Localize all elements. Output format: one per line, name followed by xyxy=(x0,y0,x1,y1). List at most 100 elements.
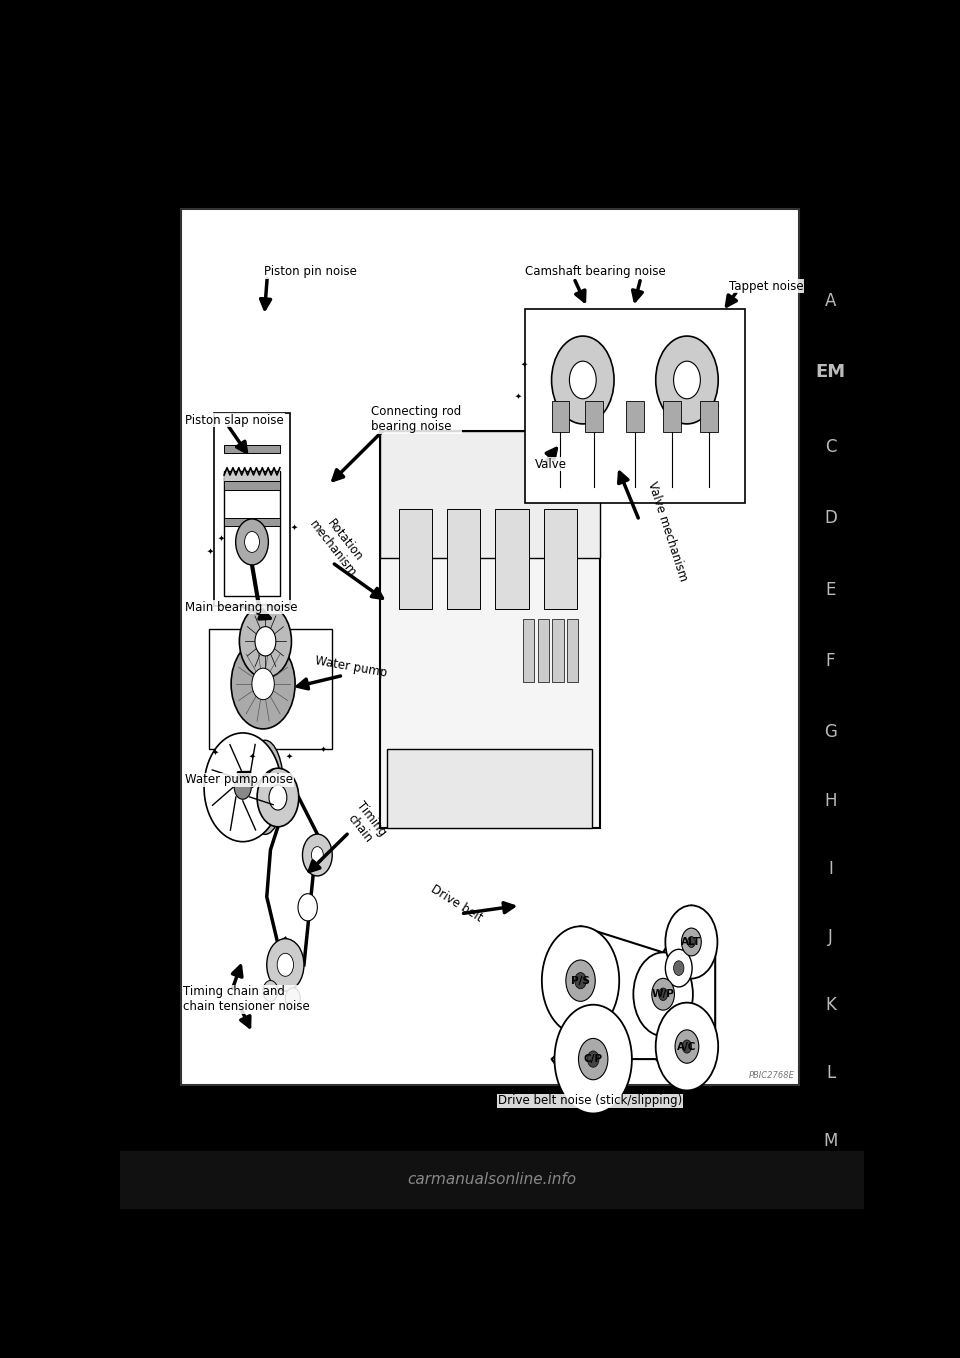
Circle shape xyxy=(575,972,587,989)
Text: ✦: ✦ xyxy=(249,752,255,760)
Bar xyxy=(663,401,681,432)
Bar xyxy=(224,444,280,454)
Bar xyxy=(567,619,579,682)
Circle shape xyxy=(652,978,675,1010)
Text: Tappet noise: Tappet noise xyxy=(729,280,804,293)
Text: carmanualsonline.info: carmanualsonline.info xyxy=(407,1172,577,1187)
Text: ✦: ✦ xyxy=(320,744,326,754)
Bar xyxy=(398,509,432,608)
Text: PBIC2768E: PBIC2768E xyxy=(749,1071,795,1080)
Bar xyxy=(552,619,564,682)
Text: Water pump: Water pump xyxy=(314,655,388,680)
Bar xyxy=(495,509,529,608)
Text: W/P: W/P xyxy=(652,989,675,999)
Text: E: E xyxy=(826,581,836,599)
Text: ✦: ✦ xyxy=(218,534,225,543)
Bar xyxy=(388,748,592,828)
Circle shape xyxy=(267,938,304,991)
Text: C/P: C/P xyxy=(584,1054,603,1065)
Text: Piston slap noise: Piston slap noise xyxy=(185,414,284,426)
Circle shape xyxy=(634,952,693,1036)
Circle shape xyxy=(234,775,252,800)
Text: ✦: ✦ xyxy=(285,752,293,760)
Bar xyxy=(447,509,480,608)
Circle shape xyxy=(552,335,614,424)
Circle shape xyxy=(257,769,299,827)
Text: Valve: Valve xyxy=(535,458,567,471)
Text: Timing
chain: Timing chain xyxy=(342,800,389,849)
Text: M: M xyxy=(824,1131,838,1150)
Circle shape xyxy=(311,846,324,864)
Bar xyxy=(380,430,599,828)
Bar xyxy=(224,517,280,527)
Text: P/S: P/S xyxy=(571,975,590,986)
Circle shape xyxy=(656,1002,718,1090)
Text: Valve mechanism: Valve mechanism xyxy=(645,479,690,583)
Text: Camshaft bearing noise: Camshaft bearing noise xyxy=(525,265,665,278)
Text: Main bearing noise: Main bearing noise xyxy=(185,600,298,614)
Circle shape xyxy=(235,519,269,565)
Text: ✦: ✦ xyxy=(212,747,219,756)
Text: Connecting rod
bearing noise: Connecting rod bearing noise xyxy=(372,405,462,433)
Circle shape xyxy=(302,834,332,876)
Text: D: D xyxy=(824,509,837,527)
Bar xyxy=(380,430,599,558)
Text: ✦: ✦ xyxy=(206,547,214,555)
Text: H: H xyxy=(825,792,837,809)
Text: ✦: ✦ xyxy=(515,391,522,401)
Text: C: C xyxy=(825,439,836,456)
Circle shape xyxy=(656,335,718,424)
Text: Timing chain and
chain tensioner noise: Timing chain and chain tensioner noise xyxy=(183,986,310,1013)
Circle shape xyxy=(298,894,318,921)
Circle shape xyxy=(565,960,595,1001)
Circle shape xyxy=(683,1040,691,1054)
Bar xyxy=(181,209,799,1085)
Text: Water pump noise: Water pump noise xyxy=(185,774,294,786)
Text: ✦: ✦ xyxy=(290,523,298,532)
Text: ✦: ✦ xyxy=(521,360,528,369)
Text: A/C: A/C xyxy=(677,1042,697,1051)
Ellipse shape xyxy=(247,740,284,834)
Text: F: F xyxy=(826,652,835,669)
Bar xyxy=(522,619,534,682)
Circle shape xyxy=(263,980,277,1001)
Bar xyxy=(214,413,290,606)
Bar xyxy=(552,401,569,432)
Bar xyxy=(224,481,280,490)
Bar xyxy=(626,401,644,432)
Bar xyxy=(538,619,549,682)
FancyBboxPatch shape xyxy=(525,310,745,502)
Text: I: I xyxy=(828,860,833,877)
Text: Drive belt: Drive belt xyxy=(428,883,485,925)
Text: K: K xyxy=(825,995,836,1013)
Text: G: G xyxy=(824,722,837,741)
Bar xyxy=(585,401,603,432)
Bar xyxy=(224,471,280,596)
Circle shape xyxy=(674,361,701,399)
Circle shape xyxy=(569,361,596,399)
Circle shape xyxy=(682,928,702,956)
Bar xyxy=(701,401,718,432)
Text: A: A xyxy=(825,292,836,310)
Text: EM: EM xyxy=(815,363,846,382)
Text: Piston pin noise: Piston pin noise xyxy=(264,265,356,278)
Text: Drive belt noise (stick/slipping): Drive belt noise (stick/slipping) xyxy=(498,1095,683,1107)
Circle shape xyxy=(239,604,292,678)
Circle shape xyxy=(665,906,717,979)
Text: ALT: ALT xyxy=(682,937,702,947)
Circle shape xyxy=(687,937,695,948)
Circle shape xyxy=(674,961,684,975)
Text: L: L xyxy=(826,1063,835,1082)
Bar xyxy=(543,509,577,608)
Circle shape xyxy=(659,989,667,1001)
Circle shape xyxy=(255,626,276,656)
Circle shape xyxy=(588,1051,599,1067)
Circle shape xyxy=(245,531,259,553)
Circle shape xyxy=(579,1039,608,1080)
Text: Rotation
mechanism: Rotation mechanism xyxy=(306,509,371,580)
Circle shape xyxy=(231,640,295,729)
Bar xyxy=(209,629,332,750)
Circle shape xyxy=(252,668,275,699)
Circle shape xyxy=(285,987,300,1009)
Circle shape xyxy=(541,926,619,1035)
